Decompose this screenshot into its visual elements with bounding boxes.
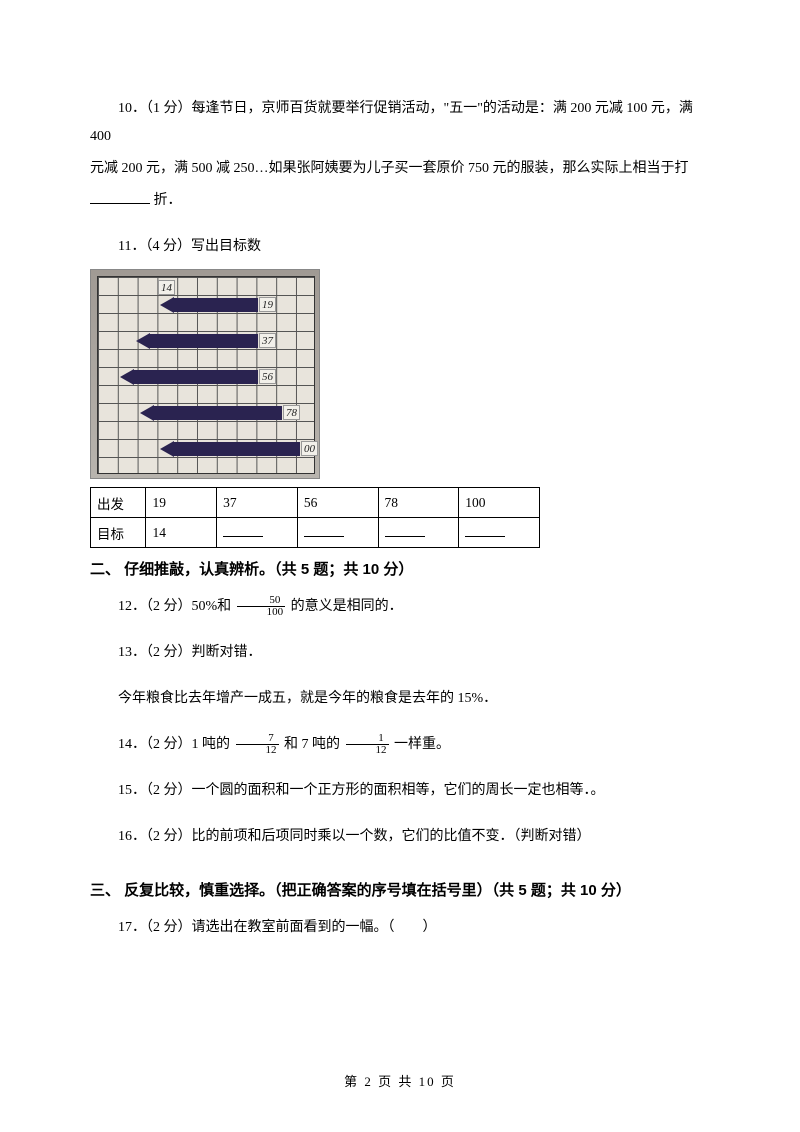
arrow-row-4: 78 (140, 405, 282, 421)
q15: 15．（2 分）一个圆的面积和一个正方形的面积相等，它们的周长一定也相等．。 (90, 777, 710, 805)
arrow-body (174, 442, 300, 456)
table-row: 出发 19 37 56 78 100 (91, 488, 540, 518)
arrow-end-label: 00 (301, 441, 318, 456)
arrow-head-icon (160, 441, 174, 457)
fraction: 50100 (237, 595, 286, 619)
cell: 37 (217, 488, 298, 518)
q10-line3: 折． (90, 187, 710, 215)
section-3-heading: 三、 反复比较，慎重选择。（把正确答案的序号填在括号里）（共 5 题；共 10 … (90, 879, 710, 900)
table-row: 目标 14 (91, 518, 540, 548)
q10-line2: 元减 200 元，满 500 减 250…如果张阿姨要为儿子买一套原价 750 … (90, 155, 710, 183)
q13-a: 13．（2 分）判断对错． (90, 639, 710, 667)
cell: 出发 (91, 488, 146, 518)
arrow-body (150, 334, 258, 348)
q14-a: 14．（2 分）1 吨的 (118, 737, 234, 752)
arrow-row-3: 56 (120, 369, 258, 385)
arrow-head-icon (140, 405, 154, 421)
q11-table: 出发 19 37 56 78 100 目标 14 (90, 487, 540, 548)
cell-blank[interactable] (217, 518, 298, 548)
q14-mid: 和 7 吨的 (281, 737, 344, 752)
arrow-head-icon (120, 369, 134, 385)
q11-figure: 14 19 37 56 78 00 (90, 269, 320, 479)
q12: 12．（2 分）50%和 50100 的意义是相同的． (90, 593, 710, 621)
arrow-end-label: 19 (259, 297, 276, 312)
q16: 16．（2 分）比的前项和后项同时乘以一个数，它们的比值不变．（判断对错） (90, 823, 710, 851)
page-footer: 第 2 页 共 10 页 (0, 1071, 800, 1090)
arrow-row-2: 37 (136, 333, 258, 349)
q11-text: 11．（4 分）写出目标数 (90, 233, 710, 261)
arrow-start-label: 14 (158, 280, 175, 295)
cell: 19 (146, 488, 217, 518)
fraction: 712 (236, 733, 279, 757)
cell-blank[interactable] (297, 518, 378, 548)
cell-blank[interactable] (378, 518, 459, 548)
q14: 14．（2 分）1 吨的 712 和 7 吨的 112 一样重。 (90, 731, 710, 759)
cell: 56 (297, 488, 378, 518)
arrow-end-label: 78 (283, 405, 300, 420)
cell: 14 (146, 518, 217, 548)
q14-b: 一样重。 (391, 737, 451, 752)
q17: 17．（2 分）请选出在教室前面看到的一幅。（ ） (90, 914, 710, 942)
q12-b: 的意义是相同的． (287, 599, 403, 614)
q10-blank[interactable] (90, 190, 150, 204)
cell: 100 (459, 488, 540, 518)
section-2-heading: 二、 仔细推敲，认真辨析。（共 5 题；共 10 分） (90, 558, 710, 579)
arrow-head-icon (136, 333, 150, 349)
arrow-end-label: 56 (259, 369, 276, 384)
q11-grid: 14 19 37 56 78 00 (97, 276, 315, 474)
arrow-head-icon (160, 297, 174, 313)
cell-blank[interactable] (459, 518, 540, 548)
fraction: 112 (346, 733, 389, 757)
q10-line1: 10．（1 分）每逢节日，京师百货就要举行促销活动，"五一"的活动是：满 200… (90, 95, 710, 151)
q10-tail: 折． (150, 193, 182, 208)
arrow-row-1: 14 19 (160, 297, 258, 313)
arrow-body (154, 406, 282, 420)
q13-b: 今年粮食比去年增产一成五，就是今年的粮食是去年的 15%． (90, 685, 710, 713)
q12-a: 12．（2 分）50%和 (118, 599, 235, 614)
cell: 目标 (91, 518, 146, 548)
cell: 78 (378, 488, 459, 518)
arrow-end-label: 37 (259, 333, 276, 348)
arrow-body (134, 370, 258, 384)
arrow-body (174, 298, 258, 312)
arrow-row-5: 00 (160, 441, 300, 457)
